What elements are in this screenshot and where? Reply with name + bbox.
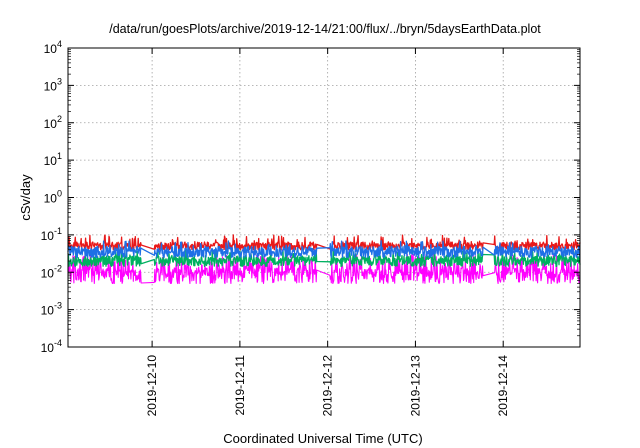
series-line-3 <box>67 240 581 259</box>
y-tick-label: 103 <box>44 76 62 93</box>
x-tick-label: 2019-12-11 <box>233 355 247 416</box>
y-tick-label: 10-4 <box>41 338 62 355</box>
y-tick-label: 10-1 <box>41 226 62 243</box>
y-tick-label: 102 <box>44 114 62 131</box>
x-tick-label: 2019-12-10 <box>145 355 159 417</box>
x-axis-ticks: 2019-12-10 2019-12-11 2019-12-12 2019-12-13… <box>145 48 510 416</box>
grid-lines <box>68 48 580 347</box>
x-tick-label: 2019-12-14 <box>496 355 510 417</box>
chart-title: /data/run/goesPlots/archive/2019-12-14/2… <box>109 22 541 36</box>
series-layer <box>67 234 581 285</box>
y-tick-label: 100 <box>44 189 62 206</box>
x-tick-label: 2019-12-13 <box>408 355 422 417</box>
y-tick-label: 104 <box>44 39 62 56</box>
y-tick-label: 10-2 <box>41 263 62 280</box>
y-axis-title: cSv/day <box>18 174 33 221</box>
x-tick-label: 2019-12-12 <box>321 355 335 417</box>
y-tick-label: 10-3 <box>41 301 62 318</box>
x-axis-title: Coordinated Universal Time (UTC) <box>223 431 422 446</box>
y-tick-label: 101 <box>44 151 62 168</box>
y-axis-ticks: 10-4 10-3 10-2 10-1 100 101 102 103 104 <box>41 39 580 355</box>
series-line-4 <box>67 253 581 285</box>
